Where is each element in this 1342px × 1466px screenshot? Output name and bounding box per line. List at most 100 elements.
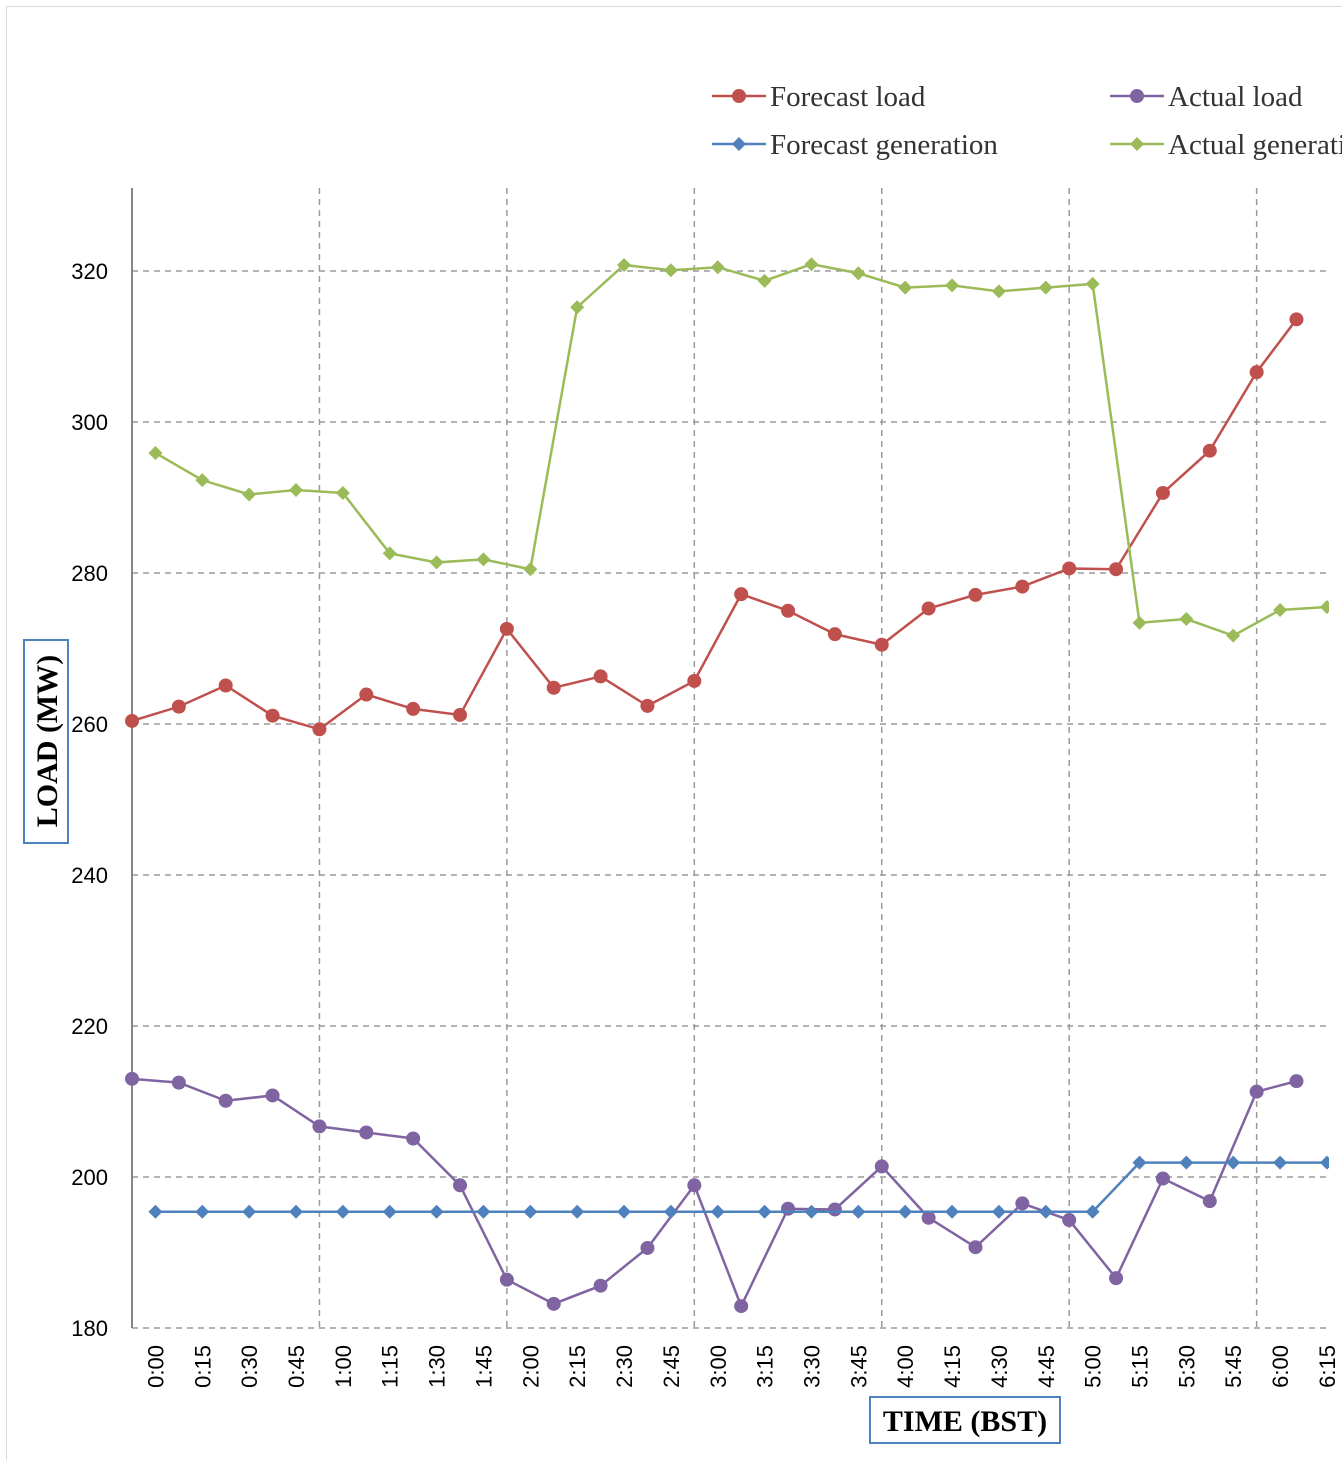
y-tick-label: 220 [71,1014,108,1039]
y-axis-tick-labels: 180 200 220 240 260 280 300 320 [71,259,108,1341]
actual-load-series [125,1071,1304,1314]
forecast-generation-point [523,1204,538,1219]
actual-load-point [1202,1194,1217,1209]
x-tick-label: 0:30 [237,1345,262,1388]
forecast-generation-line [155,1161,1327,1213]
actual-generation-point [804,257,819,272]
actual-load-point [1249,1084,1264,1099]
actual-generation-point [991,284,1006,299]
legend-item-forecast-generation: Forecast generation [712,129,998,161]
x-tick-label: 5:30 [1174,1345,1199,1388]
forecast-load-series [125,312,1304,737]
forecast-generation-point [335,1204,350,1219]
x-tick-label: 5:15 [1127,1345,1152,1388]
x-tick-label: 3:30 [799,1345,824,1388]
actual-load-point [546,1296,561,1311]
actual-load-point [781,1201,796,1216]
forecast-load-point [1202,443,1217,458]
actual-generation-point [757,273,772,288]
actual-generation-point [1038,280,1053,295]
forecast-load-point [640,698,655,713]
actual-load-point [734,1299,749,1314]
forecast-load-point [499,621,514,636]
x-tick-label: 0:45 [284,1345,309,1388]
actual-load-point [359,1125,374,1140]
actual-generation-point [429,555,444,570]
legend-label: Forecast load [770,81,926,113]
forecast-generation-point [757,1204,772,1219]
actual-load-point [453,1178,468,1193]
actual-load-point [1155,1171,1170,1186]
x-tick-label: 2:00 [518,1345,543,1388]
actual-load-point [1015,1196,1030,1211]
legend-marker [1130,89,1144,103]
forecast-load-point [218,678,233,693]
forecast-generation-point [148,1204,163,1219]
forecast-generation-point [1085,1204,1100,1219]
forecast-load-point [171,699,186,714]
y-tick-label: 260 [71,712,108,737]
legend-item-actual-generation: Actual generation [1110,129,1342,161]
actual-generation-point [945,278,960,293]
x-tick-label: 2:15 [565,1345,590,1388]
actual-generation-point [1132,615,1147,630]
legend-label: Forecast generation [770,129,998,161]
actual-load-point [827,1202,842,1217]
legend: Forecast load Actual load Forecast generat… [712,81,1342,161]
actual-generation-point [289,482,304,497]
y-tick-label: 240 [71,863,108,888]
forecast-load-point [453,707,468,722]
x-axis-tick-labels: 0:00 0:15 0:30 0:45 1:00 1:15 1:30 1:45 2:00 2:15… [143,1345,1340,1388]
x-tick-label: 6:00 [1268,1345,1293,1388]
forecast-generation-point [1132,1155,1147,1170]
actual-load-point [921,1210,936,1225]
forecast-generation-point [429,1204,444,1219]
forecast-load-point [1015,579,1030,594]
y-tick-label: 300 [71,410,108,435]
actual-load-point [593,1278,608,1293]
x-tick-label: 0:00 [143,1345,168,1388]
forecast-load-line [131,318,1298,731]
x-tick-label: 4:00 [893,1345,918,1388]
forecast-load-point [687,673,702,688]
actual-generation-point [898,280,913,295]
y-axis-title-text: LOAD (MW) [31,655,64,827]
actual-generation-point [663,263,678,278]
actual-load-point [968,1240,983,1255]
actual-load-point [874,1159,889,1174]
actual-generation-point [195,473,210,488]
forecast-generation-point [804,1204,819,1219]
actual-generation-point [335,485,350,500]
y-tick-label: 320 [71,259,108,284]
forecast-load-point [359,687,374,702]
forecast-load-point [1289,312,1304,327]
x-axis-title-text: TIME (BST) [883,1405,1047,1438]
forecast-generation-point [382,1204,397,1219]
actual-load-point [171,1075,186,1090]
forecast-load-point [781,603,796,618]
x-tick-label: 2:45 [659,1345,684,1388]
legend-item-actual-load: Actual load [1110,81,1303,113]
forecast-load-point [312,722,327,737]
y-tick-label: 200 [71,1165,108,1190]
actual-load-point [406,1131,421,1146]
actual-generation-point [523,562,538,577]
actual-load-point [265,1088,280,1103]
forecast-generation-point [617,1204,632,1219]
actual-generation-point [1319,599,1329,614]
x-tick-label: 1:00 [331,1345,356,1388]
actual-generation-point [570,300,585,315]
forecast-generation-point [851,1204,866,1219]
x-tick-label: 0:15 [190,1345,215,1388]
y-axis-title: LOAD (MW) [23,639,69,844]
forecast-generation-point [898,1204,913,1219]
series-layer [125,257,1329,1314]
actual-generation-point [617,257,632,272]
forecast-generation-series [148,1155,1329,1219]
forecast-generation-point [476,1204,491,1219]
legend-label: Actual load [1168,81,1303,113]
forecast-generation-point [710,1204,725,1219]
actual-generation-series [148,257,1329,643]
actual-load-point [1289,1074,1304,1089]
forecast-load-point [406,701,421,716]
